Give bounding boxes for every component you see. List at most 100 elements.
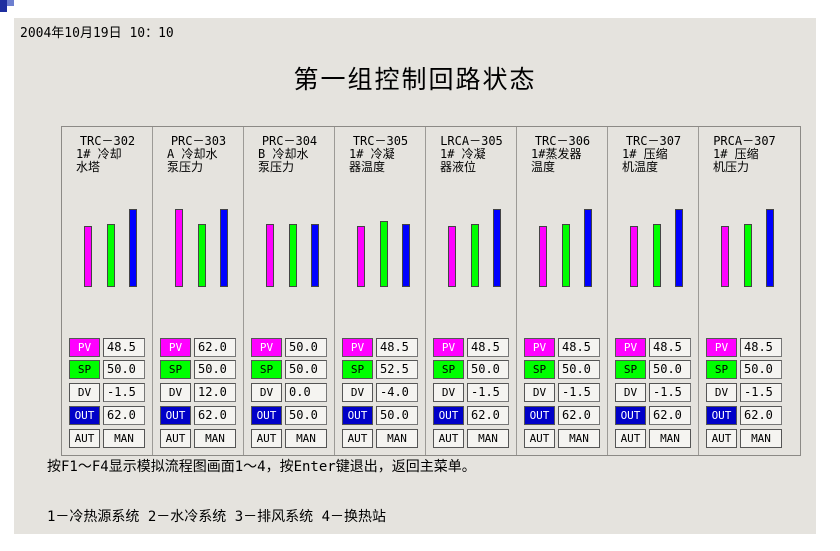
out-row: OUT 62.0 bbox=[524, 406, 600, 425]
out-value[interactable]: 62.0 bbox=[103, 406, 145, 425]
loop-description: B 冷却水 泵压力 bbox=[258, 147, 309, 174]
out-label: OUT bbox=[160, 406, 191, 425]
loop-bar-graph bbox=[426, 127, 517, 317]
manual-mode-button[interactable]: MAN bbox=[467, 429, 509, 448]
out-row: OUT 50.0 bbox=[251, 406, 327, 425]
pv-value[interactable]: 62.0 bbox=[194, 338, 236, 357]
pv-value[interactable]: 48.5 bbox=[649, 338, 691, 357]
out-value[interactable]: 62.0 bbox=[467, 406, 509, 425]
loop-tag: TRC－306 bbox=[534, 134, 591, 148]
mode-row: AUT MAN bbox=[706, 429, 782, 448]
auto-mode-button[interactable]: AUT bbox=[615, 429, 646, 448]
pv-value[interactable]: 48.5 bbox=[376, 338, 418, 357]
out-value[interactable]: 50.0 bbox=[376, 406, 418, 425]
dv-value[interactable]: -1.5 bbox=[649, 383, 691, 402]
dv-value[interactable]: -4.0 bbox=[376, 383, 418, 402]
pv-value[interactable]: 48.5 bbox=[467, 338, 509, 357]
control-loop: PRC－303 A 冷却水 泵压力 PV 62.0 SP 50.0 DV bbox=[153, 127, 244, 455]
out-value[interactable]: 62.0 bbox=[649, 406, 691, 425]
dv-label: DV bbox=[615, 383, 646, 402]
mode-row: AUT MAN bbox=[160, 429, 236, 448]
manual-mode-button[interactable]: MAN bbox=[558, 429, 600, 448]
dv-row: DV 12.0 bbox=[160, 383, 236, 402]
pv-value[interactable]: 48.5 bbox=[103, 338, 145, 357]
sp-value[interactable]: 50.0 bbox=[194, 360, 236, 379]
dv-row: DV -4.0 bbox=[342, 383, 418, 402]
system-list: 1－冷热源系统 2－水冷系统 3－排风系统 4－换热站 bbox=[47, 509, 386, 525]
out-value[interactable]: 62.0 bbox=[194, 406, 236, 425]
dv-label: DV bbox=[342, 383, 373, 402]
sp-row: SP 50.0 bbox=[524, 360, 600, 379]
sp-row: SP 50.0 bbox=[615, 360, 691, 379]
pv-bar bbox=[721, 226, 729, 287]
sp-bar bbox=[380, 221, 388, 287]
manual-mode-button[interactable]: MAN bbox=[194, 429, 236, 448]
sp-value[interactable]: 50.0 bbox=[558, 360, 600, 379]
dv-value[interactable]: 12.0 bbox=[194, 383, 236, 402]
dv-value[interactable]: -1.5 bbox=[103, 383, 145, 402]
sp-label: SP bbox=[69, 360, 100, 379]
auto-mode-button[interactable]: AUT bbox=[342, 429, 373, 448]
timestamp: 2004年10月19日 10：10 bbox=[20, 26, 174, 41]
pv-label: PV bbox=[69, 338, 100, 357]
loop-tag: PRC－304 bbox=[261, 134, 318, 148]
loop-bar-graph bbox=[699, 127, 790, 317]
pv-label: PV bbox=[160, 338, 191, 357]
pv-value[interactable]: 48.5 bbox=[740, 338, 782, 357]
sp-value[interactable]: 52.5 bbox=[376, 360, 418, 379]
pv-label: PV bbox=[615, 338, 646, 357]
pv-value[interactable]: 48.5 bbox=[558, 338, 600, 357]
out-bar bbox=[402, 224, 410, 287]
out-value[interactable]: 62.0 bbox=[558, 406, 600, 425]
auto-mode-button[interactable]: AUT bbox=[433, 429, 464, 448]
loop-tag: TRC－307 bbox=[625, 134, 682, 148]
dv-label: DV bbox=[524, 383, 555, 402]
sp-bar bbox=[198, 224, 206, 287]
auto-mode-button[interactable]: AUT bbox=[69, 429, 100, 448]
auto-mode-button[interactable]: AUT bbox=[251, 429, 282, 448]
dv-value[interactable]: 0.0 bbox=[285, 383, 327, 402]
pv-row: PV 48.5 bbox=[706, 338, 782, 357]
loop-tag: TRC－305 bbox=[352, 134, 409, 148]
control-loop: TRC－307 1# 压缩 机温度 PV 48.5 SP 50.0 DV bbox=[608, 127, 699, 455]
sp-value[interactable]: 50.0 bbox=[467, 360, 509, 379]
pv-row: PV 48.5 bbox=[615, 338, 691, 357]
out-value[interactable]: 50.0 bbox=[285, 406, 327, 425]
pv-row: PV 50.0 bbox=[251, 338, 327, 357]
control-loop: TRC－302 1# 冷却 水塔 PV 48.5 SP 50.0 DV bbox=[62, 127, 153, 455]
loop-description: 1# 冷却 水塔 bbox=[76, 147, 122, 174]
sp-value[interactable]: 50.0 bbox=[649, 360, 691, 379]
pv-label: PV bbox=[524, 338, 555, 357]
dv-value[interactable]: -1.5 bbox=[558, 383, 600, 402]
dv-row: DV -1.5 bbox=[524, 383, 600, 402]
out-label: OUT bbox=[706, 406, 737, 425]
sp-row: SP 52.5 bbox=[342, 360, 418, 379]
auto-mode-button[interactable]: AUT bbox=[706, 429, 737, 448]
manual-mode-button[interactable]: MAN bbox=[376, 429, 418, 448]
pv-value[interactable]: 50.0 bbox=[285, 338, 327, 357]
manual-mode-button[interactable]: MAN bbox=[740, 429, 782, 448]
control-loop-panel: TRC－302 1# 冷却 水塔 PV 48.5 SP 50.0 DV bbox=[61, 126, 801, 456]
auto-mode-button[interactable]: AUT bbox=[524, 429, 555, 448]
pv-label: PV bbox=[251, 338, 282, 357]
sp-value[interactable]: 50.0 bbox=[103, 360, 145, 379]
sp-value[interactable]: 50.0 bbox=[285, 360, 327, 379]
sp-value[interactable]: 50.0 bbox=[740, 360, 782, 379]
dv-row: DV -1.5 bbox=[433, 383, 509, 402]
auto-mode-button[interactable]: AUT bbox=[160, 429, 191, 448]
manual-mode-button[interactable]: MAN bbox=[103, 429, 145, 448]
pv-label: PV bbox=[706, 338, 737, 357]
loop-bar-graph bbox=[608, 127, 699, 317]
dv-value[interactable]: -1.5 bbox=[467, 383, 509, 402]
out-label: OUT bbox=[524, 406, 555, 425]
out-bar bbox=[311, 224, 319, 287]
manual-mode-button[interactable]: MAN bbox=[649, 429, 691, 448]
out-value[interactable]: 62.0 bbox=[740, 406, 782, 425]
out-label: OUT bbox=[433, 406, 464, 425]
out-label: OUT bbox=[615, 406, 646, 425]
dv-label: DV bbox=[433, 383, 464, 402]
out-row: OUT 62.0 bbox=[706, 406, 782, 425]
manual-mode-button[interactable]: MAN bbox=[285, 429, 327, 448]
control-loop: LRCA－305 1# 冷凝 器液位 PV 48.5 SP 50.0 DV bbox=[426, 127, 517, 455]
dv-value[interactable]: -1.5 bbox=[740, 383, 782, 402]
